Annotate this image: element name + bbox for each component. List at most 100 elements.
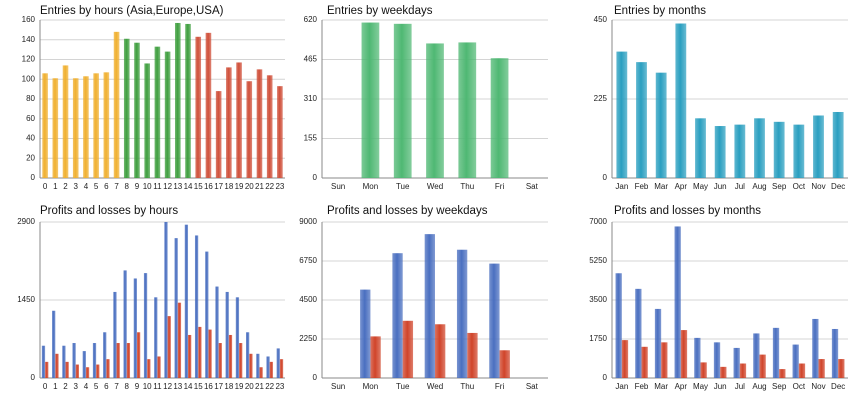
x-tick-label: Apr [675,182,688,191]
x-tick-label: 4 [84,382,89,391]
x-tick-label: Nov [811,182,825,191]
x-tick-label: 22 [265,382,274,391]
bar [226,67,232,178]
x-tick-label: 2 [63,182,68,191]
x-tick-label: 13 [173,182,182,191]
x-tick-label: 16 [204,182,213,191]
x-tick-label: May [693,182,708,191]
bar [236,62,242,178]
x-tick-label: 5 [94,382,99,391]
bar [147,359,151,378]
bar [116,343,120,378]
x-tick-label: 16 [204,382,213,391]
x-tick-label: Sep [772,382,787,391]
bar [113,31,120,178]
bar [276,348,280,378]
bar [458,42,477,178]
x-tick-label: 11 [153,382,162,391]
x-tick-label: 11 [153,182,162,191]
x-tick-label: Apr [675,382,688,391]
x-tick-label: 19 [235,182,244,191]
bar [661,342,668,378]
bar [228,334,233,378]
x-tick-label: Mon [363,182,379,191]
bar [175,22,181,179]
bar [635,288,642,378]
x-tick-label: Oct [793,382,806,391]
bar [435,324,446,378]
y-tick-label: 1450 [17,295,35,304]
x-tick-label: 23 [275,182,284,191]
bar [143,273,148,378]
bar [85,367,90,378]
bar [793,124,805,178]
chart-title: Profits and losses by hours [40,205,178,217]
bar [106,359,110,378]
x-tick-label: 12 [163,382,172,391]
bar [215,286,219,378]
y-tick-label: 100 [22,74,36,83]
x-tick-label: 20 [245,382,254,391]
bar [393,23,412,178]
bar [256,353,260,378]
x-tick-label: 8 [125,382,130,391]
x-tick-label: Nov [811,382,825,391]
bar [655,72,667,178]
bar [392,253,403,378]
bar [167,316,171,378]
bar [654,308,662,378]
x-tick-label: Fri [495,382,505,391]
bar [713,342,721,378]
bar [154,46,161,178]
y-tick-label: 620 [304,15,318,24]
bar [52,78,59,178]
bar [360,289,371,378]
y-tick-label: 40 [26,134,35,143]
bar [754,118,765,178]
bar [675,23,687,179]
x-tick-label: Feb [635,182,649,191]
y-tick-label: 0 [313,373,318,382]
x-tick-label: Jan [615,182,628,191]
bar [616,51,628,178]
bar [674,226,681,378]
bar [218,343,222,378]
bar [279,359,284,378]
bar [103,72,110,178]
x-tick-label: 0 [43,182,48,191]
bar [174,238,178,378]
bar [41,345,46,378]
x-tick-label: 12 [163,182,172,191]
y-tick-label: 465 [304,55,318,64]
x-tick-label: 22 [265,182,274,191]
bar [641,346,648,378]
bar [144,63,150,179]
bar [133,278,137,378]
bar [700,362,707,378]
bar [269,361,273,378]
y-tick-label: 450 [594,15,608,24]
y-tick-label: 1750 [589,334,607,343]
x-tick-label: Sat [526,182,539,191]
bar [773,121,785,178]
x-tick-label: Oct [793,182,806,191]
x-tick-label: Wed [427,382,443,391]
bar [615,273,622,378]
bar [266,356,270,378]
bar [733,347,740,378]
bar [83,76,89,178]
bar [370,336,381,378]
bar [65,361,69,378]
bar [467,332,478,378]
chart-title: Entries by months [614,5,706,17]
bar [157,356,161,378]
y-tick-label: 0 [31,373,36,382]
x-tick-label: Dec [831,382,845,391]
bar [772,327,780,378]
bar [225,291,229,378]
x-tick-label: 13 [173,382,182,391]
bar [818,359,825,378]
x-tick-label: Aug [752,382,766,391]
y-tick-label: 140 [22,35,36,44]
bar [239,343,243,378]
